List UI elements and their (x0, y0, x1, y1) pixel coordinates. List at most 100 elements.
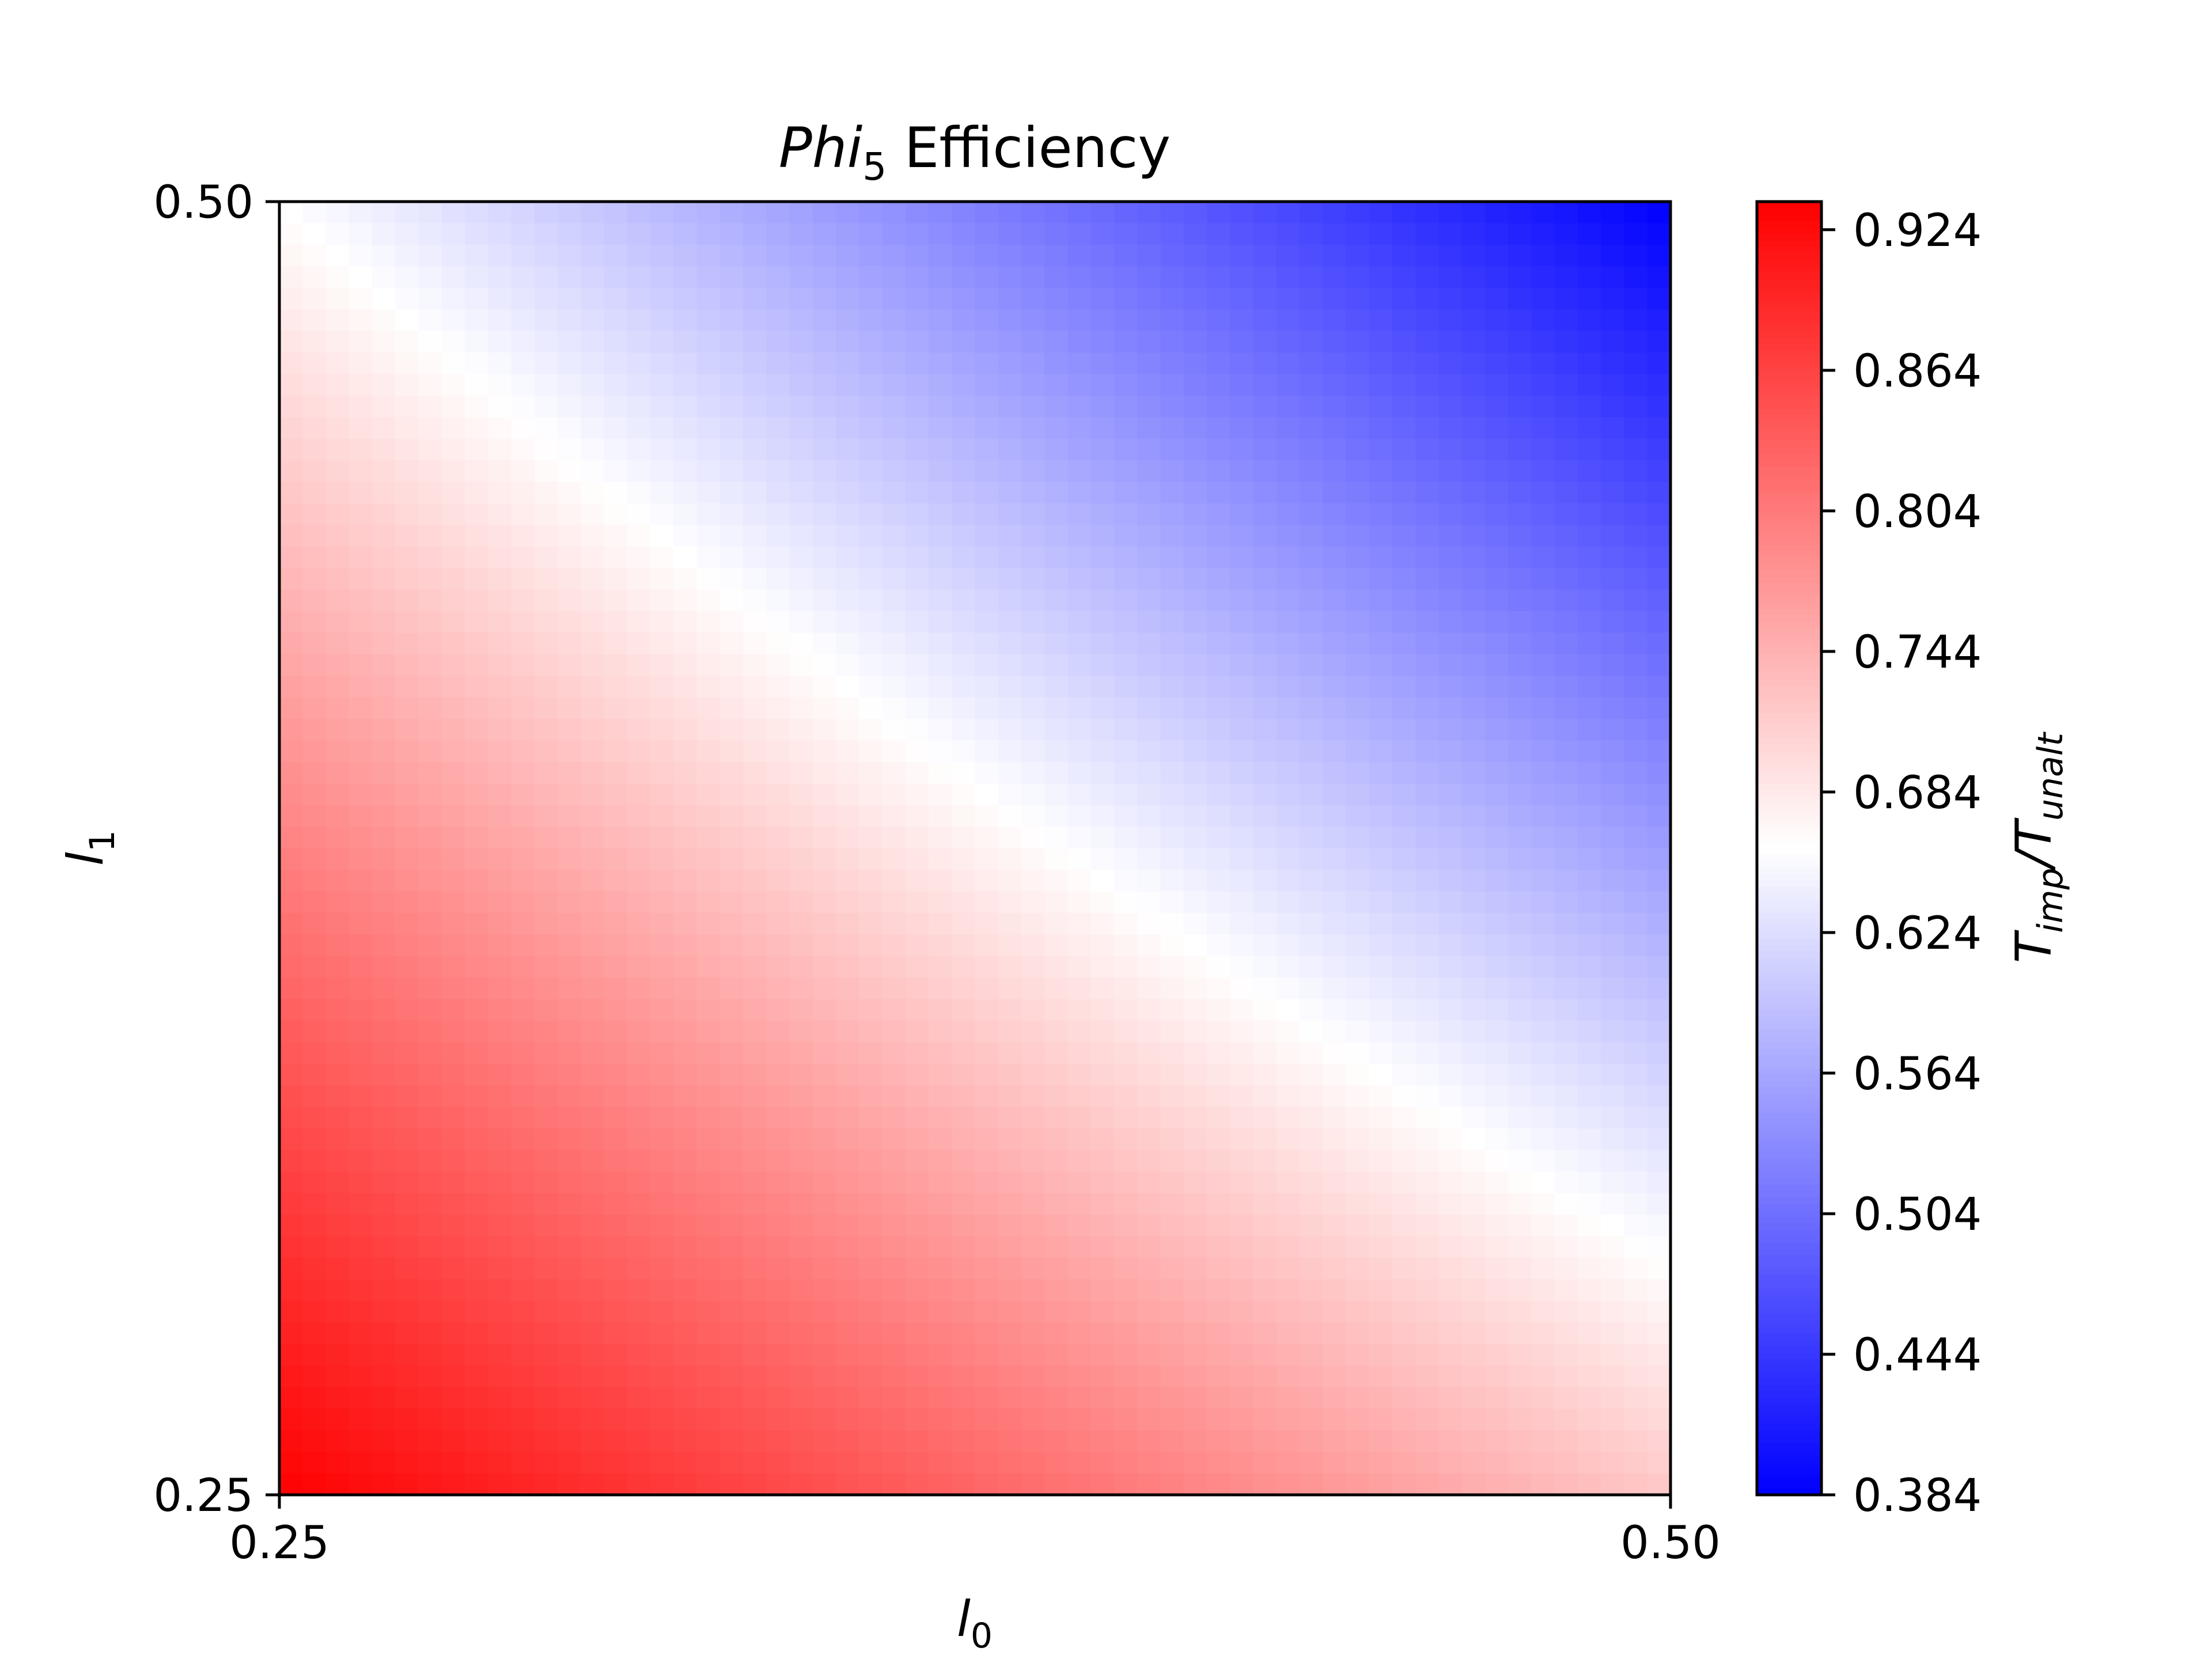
heatmap-cell (1067, 395, 1092, 418)
heatmap-cell (1554, 611, 1578, 634)
heatmap-cell (1253, 762, 1277, 785)
heatmap-cell (1044, 978, 1069, 1000)
heatmap-cell (465, 1042, 489, 1065)
heatmap-cell (1624, 525, 1648, 547)
colorbar-segment (1757, 1055, 1821, 1062)
heatmap-cell (1415, 438, 1440, 461)
heatmap-cell (534, 374, 558, 396)
colorbar-segment (1757, 1268, 1821, 1276)
heatmap-cell (975, 1236, 999, 1259)
heatmap-cell (1067, 525, 1092, 547)
heatmap-cell (1461, 244, 1486, 267)
heatmap-cell (1554, 1301, 1578, 1323)
heatmap-cell (836, 1301, 860, 1323)
heatmap-cell (1624, 912, 1648, 935)
heatmap-cell (1578, 827, 1602, 849)
heatmap-cell (581, 1473, 605, 1495)
heatmap-cell (929, 352, 953, 375)
heatmap-cell (581, 374, 605, 396)
heatmap-cell (418, 266, 442, 289)
heatmap-cell (1090, 482, 1115, 504)
heatmap-cell (534, 912, 558, 935)
heatmap-cell (743, 525, 767, 547)
heatmap-cell (372, 374, 396, 396)
heatmap-cell (952, 1063, 976, 1086)
heatmap-cell (882, 1322, 906, 1344)
colorbar-segment (1757, 1462, 1821, 1469)
heatmap-cell (581, 568, 605, 590)
heatmap-cell (441, 1344, 465, 1366)
heatmap-cell (1508, 1301, 1532, 1323)
heatmap-cell (488, 438, 512, 461)
heatmap-cell (743, 244, 767, 267)
heatmap-cell (1114, 956, 1138, 978)
heatmap-cell (302, 374, 327, 396)
heatmap-cell (1300, 223, 1324, 245)
heatmap-cell (1137, 1107, 1161, 1129)
heatmap-cell (1300, 978, 1324, 1000)
heatmap-cell (1114, 912, 1138, 935)
heatmap-cell (789, 374, 813, 396)
heatmap-cell (1438, 762, 1463, 785)
heatmap-cell (1276, 589, 1300, 612)
heatmap-cell (627, 1452, 651, 1474)
heatmap-cell (696, 934, 721, 957)
heatmap-cell (581, 827, 605, 849)
heatmap-cell (1578, 1301, 1602, 1323)
heatmap-cell (998, 956, 1022, 978)
heatmap-cell (1276, 460, 1300, 483)
heatmap-cell (604, 1150, 628, 1172)
heatmap-cell (905, 1473, 929, 1495)
heatmap-cell (673, 912, 698, 935)
heatmap-cell (1137, 309, 1161, 332)
heatmap-cell (1160, 805, 1184, 827)
heatmap-cell (859, 374, 883, 396)
heatmap-cell (465, 654, 489, 676)
heatmap-cell (1392, 762, 1416, 785)
heatmap-cell (1392, 1150, 1416, 1172)
heatmap-cell (975, 762, 999, 785)
heatmap-cell (1415, 417, 1440, 440)
heatmap-cell (1438, 697, 1463, 719)
heatmap-cell (812, 697, 836, 719)
x-axis-label: l0 (957, 1590, 993, 1656)
heatmap-cell (418, 1365, 442, 1388)
heatmap-cell (673, 697, 698, 719)
heatmap-cell (1044, 503, 1069, 526)
heatmap-cell (349, 1020, 373, 1043)
heatmap-cell (1114, 309, 1138, 332)
heatmap-cell (1183, 395, 1207, 418)
heatmap-cell (604, 1452, 628, 1474)
heatmap-cell (1160, 1193, 1184, 1215)
heatmap-cell (1021, 374, 1046, 396)
heatmap-cell (1276, 740, 1300, 763)
colorbar-segment (1757, 699, 1821, 707)
colorbar-segment (1757, 1353, 1821, 1360)
heatmap-cell (650, 1322, 675, 1344)
heatmap-cell (812, 978, 836, 1000)
heatmap-cell (1647, 202, 1671, 224)
heatmap-cell (1578, 1150, 1602, 1172)
heatmap-cell (1207, 654, 1231, 676)
heatmap-cell (418, 999, 442, 1021)
heatmap-cell (1624, 438, 1648, 461)
heatmap-cell (395, 1430, 419, 1452)
heatmap-cell (1438, 783, 1463, 806)
heatmap-cell (696, 244, 721, 267)
heatmap-cell (1392, 309, 1416, 332)
heatmap-cell (534, 1452, 558, 1474)
heatmap-cell (627, 438, 651, 461)
heatmap-cell (1531, 1430, 1555, 1452)
heatmap-cell (279, 482, 304, 504)
heatmap-cell (1230, 632, 1254, 655)
heatmap-cell (743, 1171, 767, 1194)
colorbar-segment (1757, 331, 1821, 338)
heatmap-cell (1044, 869, 1069, 892)
heatmap-cell (1346, 1365, 1370, 1388)
heatmap-cell (1021, 589, 1046, 612)
heatmap-cell (1461, 374, 1486, 396)
heatmap-cell (395, 869, 419, 892)
heatmap-cell (325, 869, 350, 892)
heatmap-cell (1137, 1085, 1161, 1108)
heatmap-cell (1160, 1473, 1184, 1495)
